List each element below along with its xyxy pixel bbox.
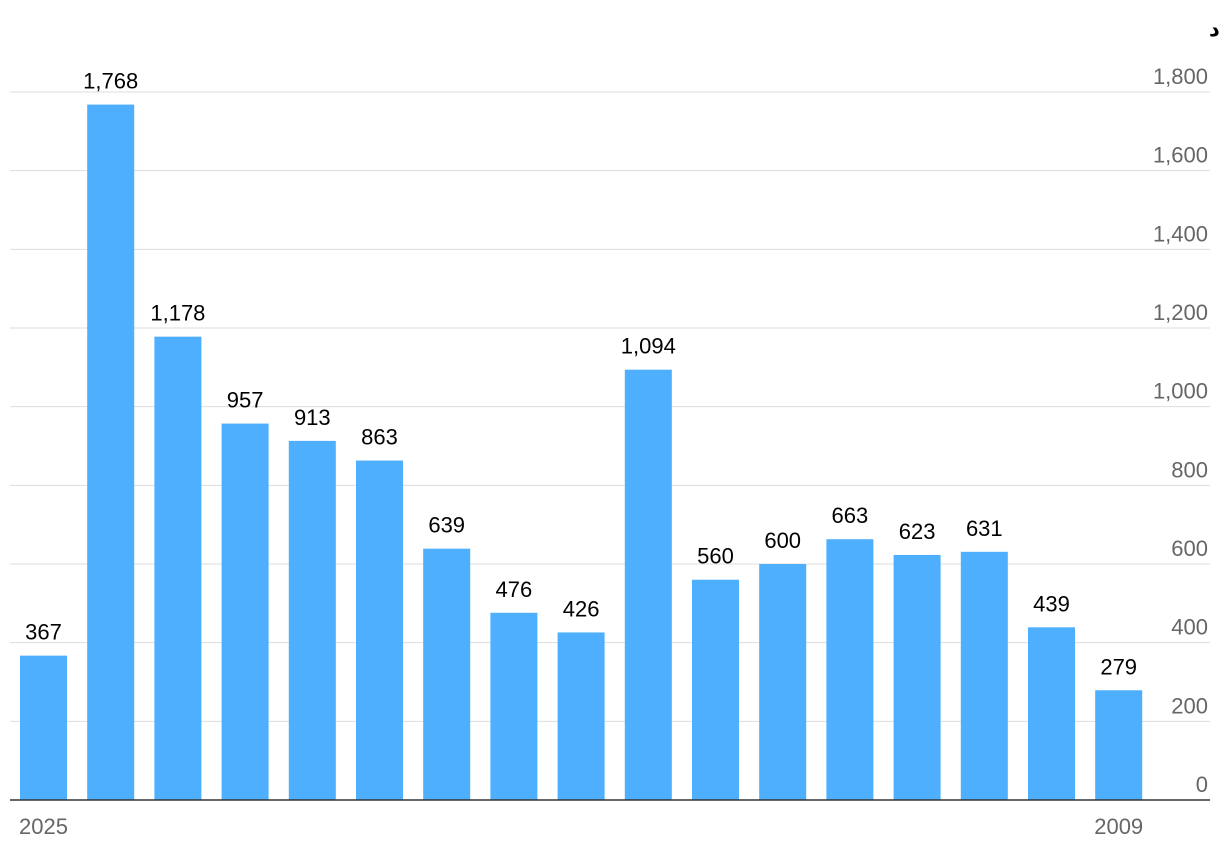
y-tick-label: 800	[1171, 457, 1208, 482]
x-axis: 2025 2009	[19, 814, 1143, 839]
bar-value-label: 439	[1033, 591, 1070, 616]
y-axis-title: العدد	[1209, 17, 1220, 41]
bar	[759, 564, 807, 800]
bar	[1028, 627, 1075, 800]
y-tick-label: 600	[1171, 536, 1208, 561]
bar	[692, 579, 739, 800]
bar-value-label: 476	[496, 577, 533, 602]
y-tick-label: 1,000	[1153, 379, 1208, 404]
grid-lines	[10, 91, 1210, 722]
bar-value-label: 1,094	[621, 334, 676, 359]
bar	[221, 423, 269, 800]
y-tick-label: 0	[1196, 772, 1208, 797]
bar	[960, 551, 1008, 800]
bars	[10, 104, 1210, 801]
bar	[557, 632, 605, 800]
bar-value-label: 1,178	[150, 301, 205, 326]
bar	[356, 460, 403, 800]
bar-value-label: 623	[899, 519, 936, 544]
x-tick-label: 2009	[1094, 814, 1143, 839]
bar-value-label: 631	[966, 516, 1003, 541]
bar	[893, 554, 941, 800]
bar	[87, 104, 135, 800]
bar-value-label: 600	[764, 528, 801, 553]
x-tick-label: 2025	[19, 814, 68, 839]
bar	[423, 548, 471, 800]
y-tick-label: 1,400	[1153, 221, 1208, 246]
bar-value-label: 913	[294, 405, 331, 430]
bar-value-label: 1,768	[83, 69, 138, 94]
bar-value-label: 279	[1100, 654, 1137, 679]
bar-value-label: 560	[697, 544, 734, 569]
bar-value-label: 367	[25, 620, 62, 645]
bar	[1095, 690, 1143, 800]
bar-value-label: 957	[227, 388, 264, 413]
y-axis: 0 200 400 600 800 1,000 1,200 1,400 1,600 1,800	[1153, 64, 1208, 797]
bar	[20, 655, 67, 800]
y-tick-label: 400	[1171, 615, 1208, 640]
bar-value-label: 663	[832, 503, 869, 528]
y-tick-label: 1,800	[1153, 64, 1208, 89]
bar-value-label: 639	[428, 513, 465, 538]
bar	[154, 336, 202, 800]
bar	[490, 612, 538, 800]
bar-value-label: 863	[361, 425, 398, 450]
y-tick-label: 200	[1171, 693, 1208, 718]
bar-value-label: 426	[563, 596, 600, 621]
bar	[624, 369, 672, 800]
y-tick-label: 1,600	[1153, 143, 1208, 168]
y-tick-label: 1,200	[1153, 300, 1208, 325]
bar	[288, 440, 336, 800]
data-labels: 367 1,768 1,178 957 913 863 639 476 426 1,094 560 6…	[25, 69, 1137, 680]
bar	[826, 539, 874, 800]
